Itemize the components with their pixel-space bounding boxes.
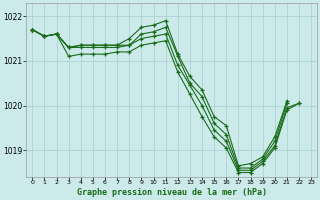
X-axis label: Graphe pression niveau de la mer (hPa): Graphe pression niveau de la mer (hPa): [77, 188, 267, 197]
